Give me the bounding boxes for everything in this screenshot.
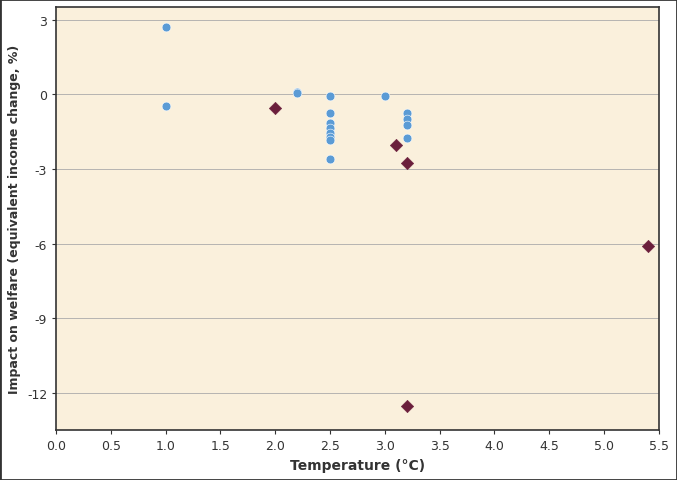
Point bbox=[401, 403, 412, 410]
Point bbox=[401, 122, 412, 130]
Point bbox=[642, 243, 653, 251]
Point bbox=[401, 110, 412, 118]
Point bbox=[292, 89, 303, 96]
Point bbox=[270, 105, 281, 113]
Point bbox=[324, 93, 335, 100]
Point bbox=[324, 120, 335, 128]
Point bbox=[324, 110, 335, 118]
Point bbox=[160, 103, 171, 110]
Point bbox=[401, 116, 412, 124]
Point bbox=[401, 135, 412, 143]
Point bbox=[379, 93, 390, 100]
Point bbox=[324, 137, 335, 145]
Point bbox=[292, 90, 303, 98]
X-axis label: Temperature (°C): Temperature (°C) bbox=[290, 458, 425, 472]
Point bbox=[401, 159, 412, 167]
Y-axis label: Impact on welfare (equivalent income change, %): Impact on welfare (equivalent income cha… bbox=[8, 45, 22, 394]
Point bbox=[160, 24, 171, 32]
Point bbox=[324, 130, 335, 137]
Point bbox=[324, 156, 335, 164]
Point bbox=[324, 133, 335, 141]
Point bbox=[324, 125, 335, 132]
Point bbox=[391, 142, 401, 150]
